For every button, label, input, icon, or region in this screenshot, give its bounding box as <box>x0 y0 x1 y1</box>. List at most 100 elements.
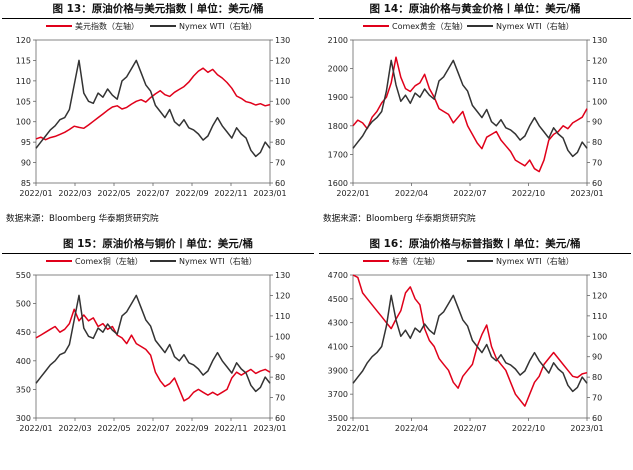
legend-label: Comex黄金（左轴） <box>392 21 468 31</box>
source-note: 数据来源：Bloomberg 华泰期货研究院 <box>323 214 476 224</box>
x-tick-label: 2022/03 <box>58 189 91 198</box>
y-left-tick-label: 4300 <box>328 319 348 328</box>
legend: 美元指数（左轴） Nymex WTI（右轴） <box>46 21 257 31</box>
x-tick-label: 2022/04 <box>395 424 428 433</box>
x-tick-label: 2022/03 <box>58 424 91 433</box>
y-left-tick-label: 350 <box>16 385 31 394</box>
legend-label: Nymex WTI（右轴） <box>179 256 257 266</box>
x-tick-label: 2022/07 <box>453 424 486 433</box>
y-left-tick-label: 1900 <box>328 93 348 102</box>
y-right-tick-label: 110 <box>275 312 290 321</box>
y-right-tick-label: 100 <box>275 97 290 106</box>
y-left-tick-label: 450 <box>16 328 31 337</box>
y-right-tick-label: 80 <box>592 138 602 147</box>
y-right-tick-label: 80 <box>592 373 602 382</box>
y-left-tick-label: 300 <box>16 414 31 423</box>
series-line <box>35 67 271 141</box>
x-tick-label: 2022/07 <box>136 424 169 433</box>
x-tick-label: 2022/04 <box>395 189 428 198</box>
y-left-tick-label: 4500 <box>328 295 348 304</box>
y-left-tick-label: 3900 <box>328 366 348 375</box>
x-tick-label: 2022/09 <box>175 189 208 198</box>
y-right-tick-label: 110 <box>592 77 607 86</box>
legend-label: Nymex WTI（右轴） <box>496 256 574 266</box>
y-left-tick-label: 110 <box>16 77 31 86</box>
series-line <box>35 308 271 402</box>
legend: Comex黄金（左轴） Nymex WTI（右轴） <box>363 21 574 31</box>
x-tick-label: 2022/11 <box>214 189 247 198</box>
y-left-tick-label: 95 <box>21 138 31 147</box>
y-right-tick-label: 80 <box>275 373 285 382</box>
chart-panel-14: 图 14：原油价格与黄金价格丨单位：美元/桶 Comex黄金（左轴） Nymex … <box>317 0 633 235</box>
legend: 标普（左轴） Nymex WTI（右轴） <box>363 256 574 266</box>
legend-label: Nymex WTI（右轴） <box>179 21 257 31</box>
series-line <box>352 274 588 407</box>
y-left-tick-label: 4700 <box>328 271 348 280</box>
y-left-tick-label: 85 <box>21 179 31 188</box>
y-right-tick-label: 90 <box>592 353 602 362</box>
x-tick-label: 2023/01 <box>253 189 286 198</box>
y-right-tick-label: 90 <box>592 118 602 127</box>
series-line <box>352 59 588 158</box>
y-right-tick-label: 60 <box>275 414 285 423</box>
x-tick-label: 2022/07 <box>453 189 486 198</box>
y-right-tick-label: 130 <box>275 36 290 45</box>
y-right-tick-label: 130 <box>592 36 607 45</box>
y-right-tick-label: 100 <box>592 332 607 341</box>
y-right-tick-label: 70 <box>592 159 602 168</box>
x-tick-label: 2022/10 <box>512 189 545 198</box>
y-left-tick-label: 400 <box>16 357 31 366</box>
x-tick-label: 2022/01 <box>19 189 52 198</box>
chart-title: 图 16：原油价格与标普指数丨单位：美元/桶 <box>319 238 631 254</box>
x-tick-label: 2022/05 <box>97 189 130 198</box>
legend-label: Comex铜（左轴） <box>75 256 143 266</box>
y-left-tick-label: 3700 <box>328 390 348 399</box>
plot-frame <box>352 39 588 184</box>
x-tick-label: 2023/01 <box>253 424 286 433</box>
x-tick-label: 2022/11 <box>214 424 247 433</box>
y-right-tick-label: 90 <box>275 118 285 127</box>
chart-svg: Comex黄金（左轴） Nymex WTI（右轴） 1600 1700 1800 1900… <box>328 21 608 198</box>
y-left-tick-label: 100 <box>16 118 31 127</box>
chart-svg: Comex铜（左轴） Nymex WTI（右轴） 300 350 400 450 500 55… <box>16 256 291 433</box>
chart-title: 图 14：原油价格与黄金价格丨单位：美元/桶 <box>319 3 631 19</box>
y-left-tick-label: 90 <box>21 159 31 168</box>
chart-panel-15: 图 15：原油价格与铜价丨单位：美元/桶 Comex铜（左轴） Nymex WTI… <box>0 235 316 470</box>
y-right-tick-label: 120 <box>592 291 607 300</box>
x-tick-label: 2022/09 <box>175 424 208 433</box>
legend-label: 美元指数（左轴） <box>75 21 139 31</box>
y-left-tick-label: 105 <box>16 97 31 106</box>
x-tick-label: 2023/01 <box>570 189 603 198</box>
y-left-tick-label: 1600 <box>328 179 348 188</box>
source-note: 数据来源：Bloomberg 华泰期货研究院 <box>6 214 159 224</box>
y-right-tick-label: 120 <box>275 291 290 300</box>
x-tick-label: 2023/01 <box>570 424 603 433</box>
y-left-tick-label: 1700 <box>328 150 348 159</box>
y-left-tick-label: 2000 <box>328 65 348 74</box>
y-left-tick-label: 550 <box>16 271 31 280</box>
y-right-tick-label: 130 <box>275 271 290 280</box>
y-right-tick-label: 60 <box>592 414 602 423</box>
y-right-tick-label: 60 <box>592 179 602 188</box>
y-right-tick-label: 100 <box>275 332 290 341</box>
chart-svg: 标普（左轴） Nymex WTI（右轴） 3500 3700 3900 4100 4300 4… <box>328 256 608 433</box>
x-tick-label: 2022/01 <box>336 424 369 433</box>
y-right-tick-label: 130 <box>592 271 607 280</box>
chart-panel-16: 图 16：原油价格与标普指数丨单位：美元/桶 标普（左轴） Nymex WTI（右… <box>317 235 633 470</box>
chart-panel-13: 图 13：原油价格与美元指数丨单位：美元/桶 美元指数（左轴） Nymex WTI… <box>0 0 316 235</box>
y-left-tick-label: 3500 <box>328 414 348 423</box>
y-right-tick-label: 80 <box>275 138 285 147</box>
plot-frame <box>35 274 271 419</box>
y-right-tick-label: 90 <box>275 353 285 362</box>
chart-title: 图 13：原油价格与美元指数丨单位：美元/桶 <box>2 3 314 19</box>
y-right-tick-label: 70 <box>275 394 285 403</box>
legend: Comex铜（左轴） Nymex WTI（右轴） <box>46 256 257 266</box>
y-right-tick-label: 120 <box>592 56 607 65</box>
y-right-tick-label: 60 <box>275 179 285 188</box>
y-right-tick-label: 100 <box>592 97 607 106</box>
y-right-tick-label: 70 <box>592 394 602 403</box>
legend-label: Nymex WTI（右轴） <box>496 21 574 31</box>
y-right-tick-label: 70 <box>275 159 285 168</box>
legend-label: 标普（左轴） <box>392 256 440 266</box>
y-right-tick-label: 110 <box>592 312 607 321</box>
